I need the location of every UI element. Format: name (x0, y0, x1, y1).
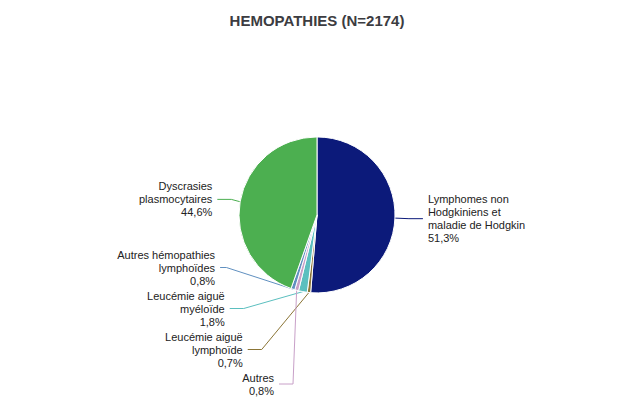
svg-text:Dyscrasies: Dyscrasies (159, 180, 213, 192)
svg-text:0,7%: 0,7% (218, 357, 243, 369)
svg-text:Autres: Autres (242, 372, 274, 384)
svg-text:Hodgkiniens et: Hodgkiniens et (428, 206, 501, 218)
svg-text:lymphoïde: lymphoïde (192, 344, 243, 356)
svg-text:maladie de Hodgkin: maladie de Hodgkin (428, 219, 525, 231)
svg-text:myéloïde: myéloïde (180, 303, 225, 315)
svg-text:Lymphomes non: Lymphomes non (428, 193, 509, 205)
svg-text:44,6%: 44,6% (181, 206, 212, 218)
svg-text:lymphoïdes: lymphoïdes (159, 262, 216, 274)
svg-text:Leucémie aiguë: Leucémie aiguë (147, 290, 225, 302)
svg-text:Leucémie aiguë: Leucémie aiguë (165, 331, 243, 343)
svg-text:51,3%: 51,3% (428, 232, 459, 244)
svg-text:HEMOPATHIES (N=2174): HEMOPATHIES (N=2174) (230, 12, 405, 29)
svg-text:Autres hémopathies: Autres hémopathies (117, 249, 215, 261)
svg-text:0,8%: 0,8% (190, 275, 215, 287)
svg-text:1,8%: 1,8% (200, 316, 225, 328)
svg-text:0,8%: 0,8% (249, 385, 274, 397)
svg-text:plasmocytaires: plasmocytaires (139, 193, 213, 205)
